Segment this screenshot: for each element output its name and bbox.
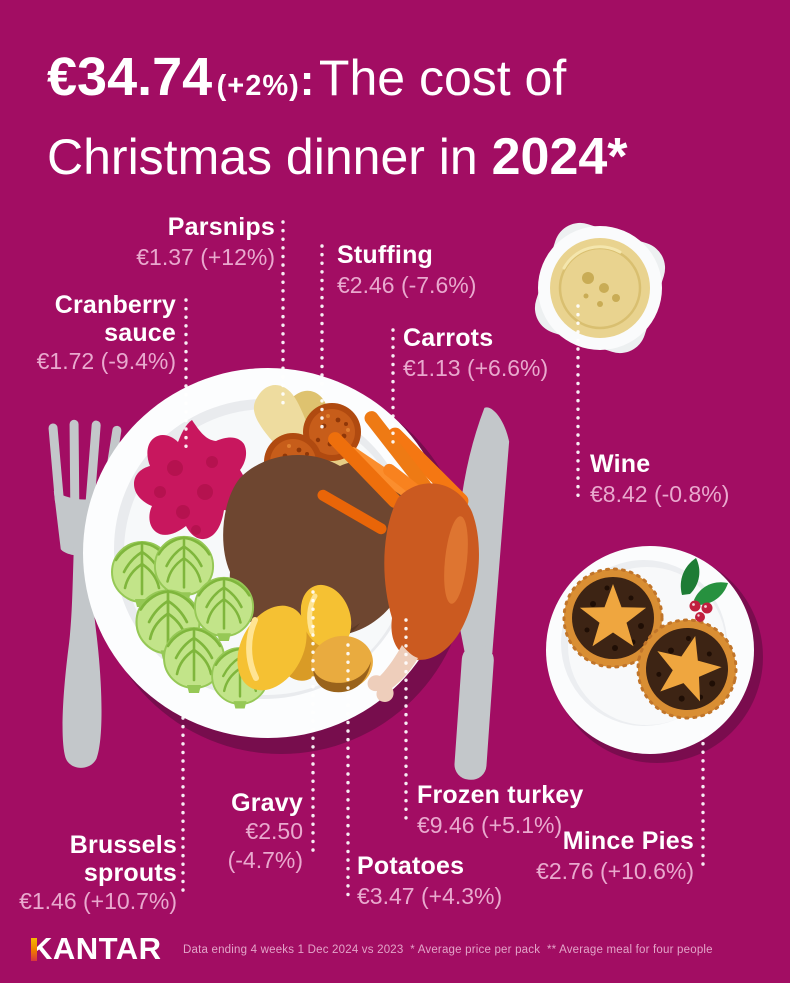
item-price: €9.46 (+5.1%) [417, 812, 563, 838]
item-name: sauce [104, 319, 176, 347]
item-price: (-4.7%) [227, 846, 303, 873]
item-name: Brussels [69, 831, 177, 859]
title-line2: Christmas dinner in 2024* [47, 128, 628, 186]
item-price: €2.50 [245, 818, 303, 844]
item-price: €3.47 (+4.3%) [357, 883, 503, 909]
turkey-bone [367, 645, 418, 702]
holly-icon [680, 558, 728, 622]
kantar-logo: KANTAR [30, 931, 162, 966]
title-year: 2024* [491, 128, 628, 186]
turkey-leg-icon [367, 483, 479, 702]
item-name: Stuffing [337, 241, 434, 269]
item-name: Wine [590, 450, 651, 478]
footnote: Data ending 4 weeks 1 Dec 2024 vs 2023 *… [183, 944, 713, 956]
item-price: €1.46 (+10.7%) [19, 888, 177, 914]
wine-glass-icon [534, 222, 666, 354]
item-name: Potatoes [357, 852, 465, 880]
page-title: €34.74 (+2%): The cost of Christmas dinn… [47, 44, 628, 203]
item-name: Gravy [231, 789, 303, 817]
leader-lines [181, 220, 705, 900]
total-cost: €34.74 [47, 47, 213, 107]
item-name: Frozen turkey [417, 781, 584, 809]
item-price: €1.13 (+6.6%) [403, 355, 549, 381]
label-stuffing: Stuffing €2.46 (-7.6%) [337, 241, 476, 301]
label-cranberry-sauce: Cranberry sauce €1.72 (-9.4%) [37, 291, 176, 376]
label-mince-pies: Mince Pies €2.76 (+10.6%) [536, 827, 694, 887]
mince-pies-icon [546, 546, 763, 763]
label-brussels-sprouts: Brussels sprouts €1.46 (+10.7%) [19, 831, 177, 916]
label-carrots: Carrots €1.13 (+6.6%) [403, 324, 548, 384]
label-gravy: Gravy €2.50 (-4.7%) [228, 789, 303, 875]
item-name: Parsnips [167, 213, 275, 241]
item-price: €1.72 (-9.4%) [36, 348, 176, 374]
item-name: sprouts [83, 859, 177, 887]
cranberry-sauce-icon [134, 420, 250, 540]
item-price: €2.76 (+10.6%) [536, 858, 694, 884]
item-name: Mince Pies [562, 827, 694, 855]
kantar-logo-gradient-bar [31, 938, 37, 961]
item-name: Carrots [403, 324, 494, 352]
label-wine: Wine €8.42 (-0.8%) [590, 450, 729, 510]
item-price: €1.37 (+12%) [136, 244, 275, 270]
label-parsnips: Parsnips €1.37 (+12%) [136, 213, 275, 273]
title-line1: €34.74 (+2%): The cost of [47, 47, 567, 107]
item-price: €2.46 (-7.6%) [337, 272, 477, 298]
label-frozen-turkey: Frozen turkey €9.46 (+5.1%) [417, 781, 584, 841]
label-potatoes: Potatoes €3.47 (+4.3%) [357, 852, 502, 912]
item-name: Cranberry [54, 291, 176, 319]
total-change: (+2%) [216, 70, 300, 102]
item-price: €8.42 (-0.8%) [590, 481, 730, 507]
